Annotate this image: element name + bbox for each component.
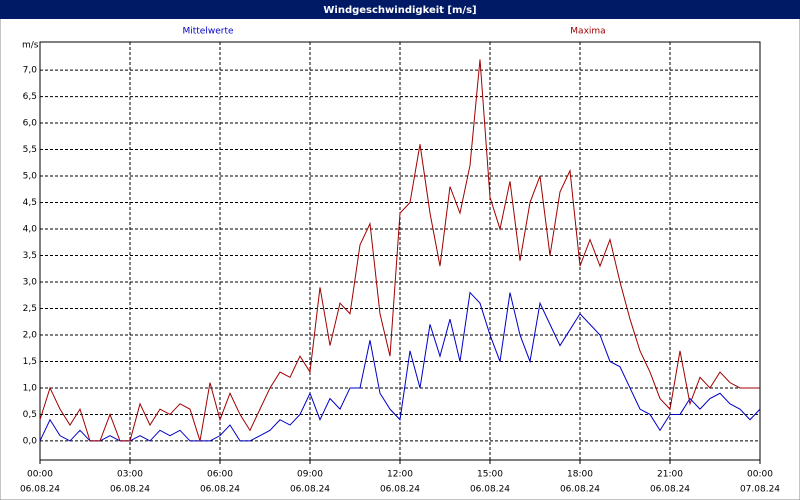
y-tick-label: 6,5 [23,92,37,102]
x-tick-label: 06.08.24 [650,485,690,495]
legend-label: Mittelwerte [182,27,233,37]
data-line [39,291,761,442]
x-tick-label: 06.08.24 [470,485,510,495]
x-tick-label: 00:00 [747,470,773,480]
y-tick-label: 6,0 [23,119,38,129]
x-tick-label: 21:00 [657,470,683,480]
y-tick-label: 0,0 [23,436,38,446]
y-tick-label: 5,5 [23,145,37,155]
x-tick-label: 06.08.24 [110,485,150,495]
x-tick-label: 03:00 [117,470,143,480]
x-tick-label: 07.08.24 [740,485,780,495]
y-tick-label: 0,5 [23,410,37,420]
x-tick-label: 06.08.24 [380,485,420,495]
y-axis-label: m/s [22,41,39,51]
x-tick-label: 15:00 [477,470,503,480]
x-tick-label: 00:00 [27,470,53,480]
legend-label: Maxima [570,27,605,37]
y-tick-label: 2,0 [23,330,38,340]
data-line [39,59,760,442]
x-tick-label: 09:00 [297,470,323,480]
y-tick-label: 7,0 [23,66,38,76]
y-tick-label: 5,0 [23,172,38,182]
x-tick-label: 06.08.24 [290,485,330,495]
y-tick-label: 4,0 [23,225,38,235]
chart-title: Windgeschwindigkeit [m/s] [323,5,476,16]
y-tick-label: 3,5 [23,251,37,261]
x-tick-label: 12:00 [387,470,413,480]
x-tick-label: 06.08.24 [560,485,600,495]
x-tick-label: 18:00 [567,470,593,480]
y-tick-label: 2,5 [23,304,37,314]
y-tick-label: 3,0 [23,277,38,287]
x-tick-label: 06.08.24 [20,485,60,495]
y-tick-label: 1,5 [23,357,37,367]
x-tick-label: 06:00 [207,470,233,480]
y-tick-label: 4,5 [23,198,37,208]
title-bar [0,0,800,19]
x-tick-label: 06.08.24 [200,485,240,495]
y-tick-label: 1,0 [23,383,38,393]
